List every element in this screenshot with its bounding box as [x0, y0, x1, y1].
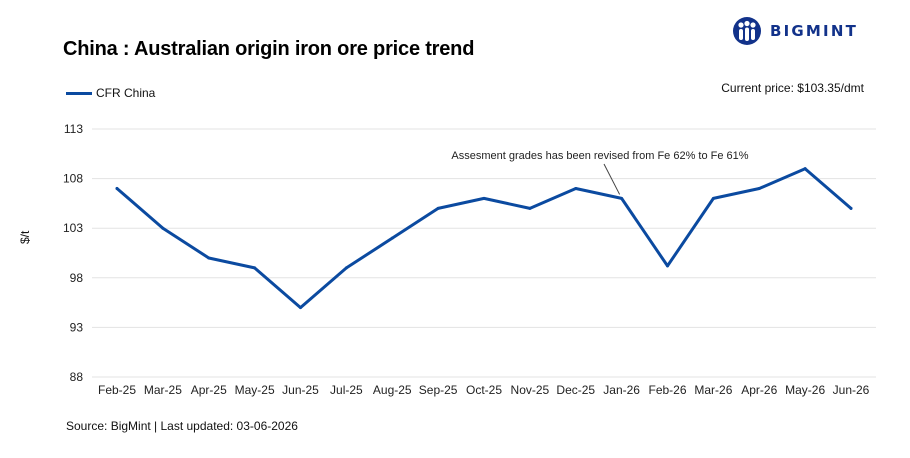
- x-tick-label: Mar-25: [144, 383, 182, 397]
- x-tick-label: Apr-25: [191, 383, 227, 397]
- data-point: [436, 206, 440, 210]
- data-point: [207, 256, 211, 260]
- data-point: [711, 196, 715, 200]
- x-tick-label: Dec-25: [556, 383, 595, 397]
- y-tick-label: 113: [64, 122, 83, 136]
- data-point: [161, 226, 165, 230]
- data-point: [253, 266, 257, 270]
- x-tick-label: Jan-26: [603, 383, 640, 397]
- x-tick-label: Sep-25: [419, 383, 458, 397]
- y-tick-label: 98: [70, 271, 84, 285]
- data-point: [390, 236, 394, 240]
- data-point: [666, 264, 669, 268]
- y-tick-label: 103: [63, 221, 83, 235]
- data-point: [803, 167, 807, 171]
- current-price: Current price: $103.35/dmt: [721, 81, 864, 95]
- x-tick-label: May-26: [785, 383, 825, 397]
- data-point: [482, 196, 486, 200]
- brand-name: BIGMINT: [770, 22, 859, 40]
- x-tick-label: Aug-25: [373, 383, 412, 397]
- x-tick-label: Nov-25: [511, 383, 550, 397]
- x-tick-label: Oct-25: [466, 383, 502, 397]
- x-tick-label: Feb-26: [648, 383, 686, 397]
- x-tick-label: Jul-25: [330, 383, 363, 397]
- data-point: [849, 206, 853, 210]
- data-point: [115, 187, 119, 191]
- data-point: [528, 206, 532, 210]
- brand-logo: BIGMINT: [732, 16, 858, 46]
- x-tick-label: Mar-26: [694, 383, 732, 397]
- legend-label: CFR China: [96, 86, 156, 100]
- y-tick-label: 88: [70, 370, 84, 384]
- annotation-text: Assesment grades has been revised from F…: [451, 150, 748, 162]
- y-tick-label: 108: [63, 172, 83, 186]
- annotation-leader-line: [603, 163, 621, 195]
- data-point: [344, 266, 348, 270]
- source-note: Source: BigMint | Last updated: 03-06-20…: [66, 419, 298, 433]
- series-line: [115, 167, 853, 310]
- legend-swatch: [66, 91, 92, 95]
- chart-title: China : Australian origin iron ore price…: [63, 38, 475, 60]
- x-tick-label: Feb-25: [98, 383, 136, 397]
- chart-legend: CFR China: [66, 86, 155, 100]
- data-point: [757, 187, 761, 191]
- x-tick-label: May-25: [235, 383, 275, 397]
- x-tick-label: Jun-26: [833, 383, 870, 397]
- x-tick-label: Jun-25: [282, 383, 319, 397]
- x-tick-label: Apr-26: [741, 383, 777, 397]
- bigmint-logo-icon: [733, 17, 761, 45]
- data-point: [574, 187, 578, 191]
- data-point: [620, 196, 624, 200]
- y-tick-label: 93: [70, 320, 84, 334]
- data-point: [299, 306, 302, 310]
